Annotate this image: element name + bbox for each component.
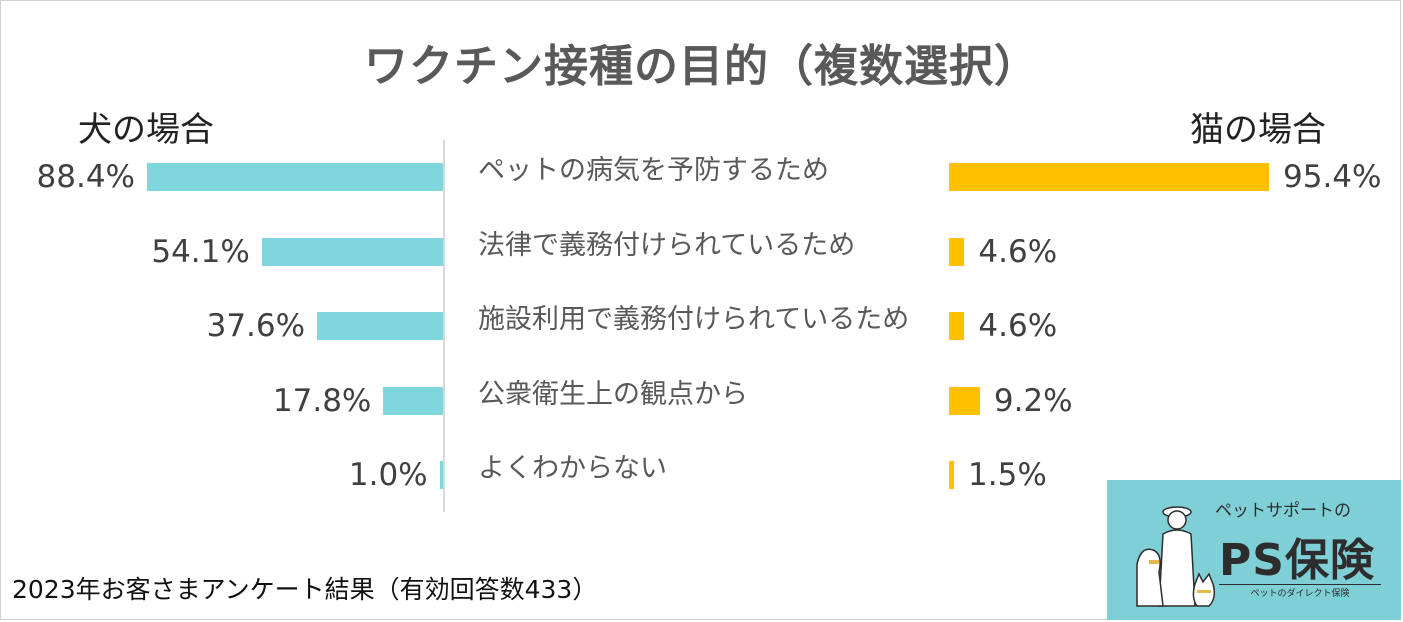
chart-title: ワクチン接種の目的（複数選択） xyxy=(364,41,1039,92)
logo-tagline: ペットのダイレクト保険 xyxy=(1250,589,1350,599)
cat-bar xyxy=(949,312,965,340)
dog-bar xyxy=(317,312,443,340)
pet-owner-illustration-icon xyxy=(1136,506,1216,607)
cat-bar xyxy=(949,387,980,415)
cat-value-label: 95.4% xyxy=(1283,159,1382,195)
cat-series-label: 猫の場合 xyxy=(1190,110,1326,150)
dog-bar xyxy=(383,387,443,415)
ps-insurance-logo: ペットサポートの PS保険 ペットのダイレクト保険 xyxy=(1107,480,1401,620)
dog-value-label: 17.8% xyxy=(272,383,372,419)
dog-value-label: 88.4% xyxy=(36,159,135,195)
dog-series-label: 犬の場合 xyxy=(78,110,214,150)
dog-bar xyxy=(261,238,443,266)
cat-value-label: 1.5% xyxy=(968,457,1047,493)
cat-bar xyxy=(949,163,1269,191)
dog-bar xyxy=(439,461,443,489)
dog-value-label: 54.1% xyxy=(151,234,250,270)
center-axis-line xyxy=(443,140,445,512)
category-label: よくわからない xyxy=(478,453,667,484)
category-label: ペットの病気を予防するため xyxy=(478,155,829,186)
category-label: 法律で義務付けられているため xyxy=(478,230,856,261)
category-label: 施設利用で義務付けられているため xyxy=(478,304,910,335)
dog-value-label: 1.0% xyxy=(348,457,428,493)
survey-footnote: 2023年お客さまアンケート結果（有効回答数433） xyxy=(12,575,598,604)
logo-subtitle: ペットサポートの xyxy=(1215,501,1351,521)
cat-value-label: 4.6% xyxy=(978,308,1058,344)
category-label: 公衆衛生上の観点から xyxy=(478,379,748,410)
cat-bar xyxy=(949,461,955,489)
cat-bar xyxy=(949,238,965,266)
logo-divider xyxy=(1219,584,1381,585)
cat-value-label: 9.2% xyxy=(993,383,1073,419)
logo-name: PS保険 xyxy=(1219,535,1375,586)
dog-bar xyxy=(147,163,443,191)
cat-value-label: 4.6% xyxy=(978,234,1058,270)
dog-value-label: 37.6% xyxy=(206,308,306,344)
